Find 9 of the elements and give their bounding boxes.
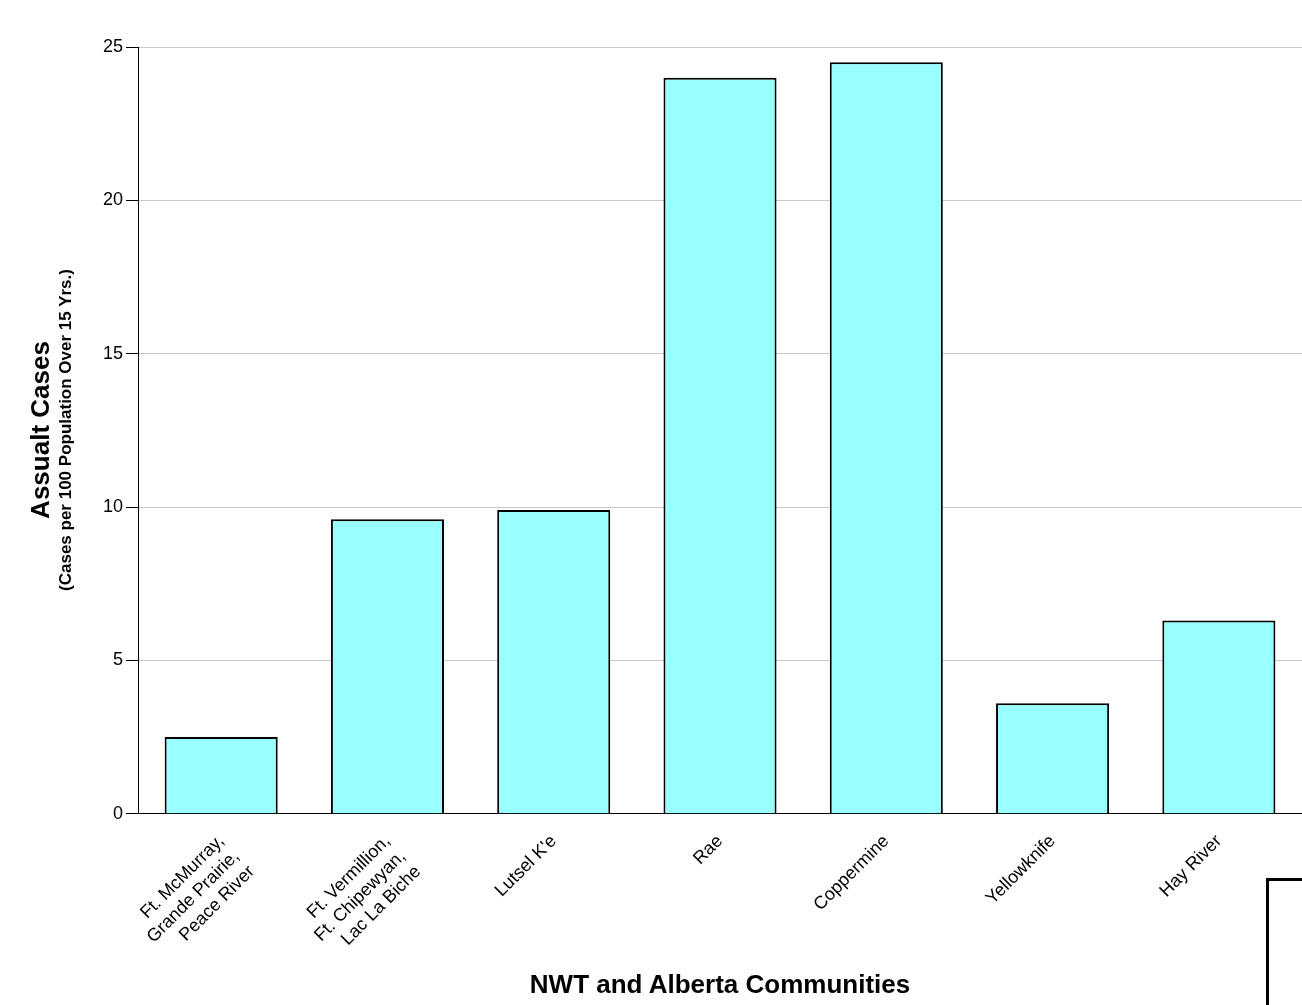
y-axis-title: Assualt Cases (Cases per 100 Population Over 15 Yrs.) (24, 269, 76, 591)
y-tick-label: 0 (113, 802, 124, 823)
x-axis-title: NWT and Alberta Communities (529, 968, 911, 999)
x-tick-label: Rae (688, 830, 727, 869)
y-tick-label: 20 (102, 189, 124, 210)
y-tick-label: 5 (113, 649, 124, 670)
y-tick-label: 25 (102, 35, 124, 56)
y-tick-label: 15 (102, 342, 124, 363)
y-tick-label: 10 (102, 495, 124, 516)
